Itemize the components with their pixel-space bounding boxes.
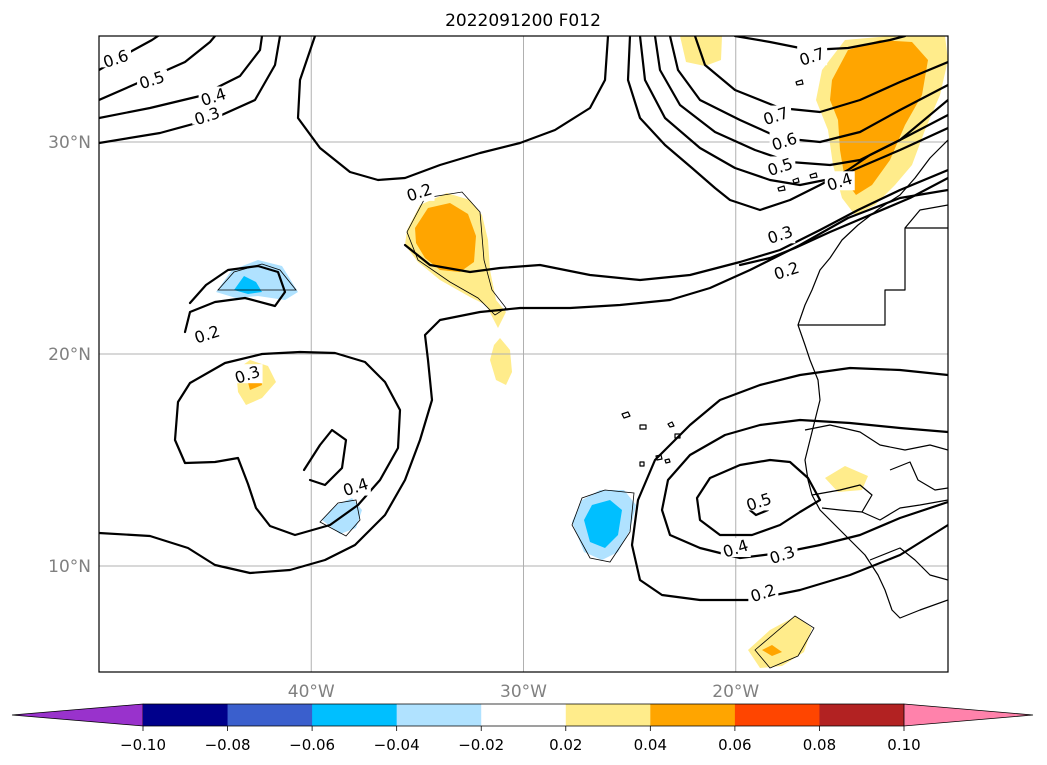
contour-0.6 <box>693 36 948 114</box>
colorbar-band <box>734 704 820 726</box>
contour-label-bg <box>765 224 796 244</box>
contour-0.3 <box>99 36 282 145</box>
longitude-labels: 40°W 30°W 20°W <box>288 682 760 702</box>
contour-label-bg <box>797 46 828 66</box>
contour-label-bg <box>748 582 779 602</box>
colorbar-band <box>565 704 651 726</box>
colorbar-band <box>650 704 736 726</box>
colorbar-band <box>819 704 905 726</box>
colorbar-tick-label: 0.06 <box>718 736 751 754</box>
contour-0.4 <box>695 458 822 537</box>
lon-tick-label: 20°W <box>712 682 759 702</box>
border-line <box>811 484 873 513</box>
contour-0.3 <box>173 350 402 537</box>
lon-tick-label: 30°W <box>500 682 547 702</box>
chart-title: 2022091200 F012 <box>445 11 601 31</box>
contour-label-bg <box>769 131 800 150</box>
contour-0.2 <box>296 36 610 182</box>
border-line <box>889 461 948 491</box>
lon-tick-label: 40°W <box>288 682 335 702</box>
contour-lines <box>99 36 948 602</box>
colorbar-tick-label: 0.02 <box>549 736 582 754</box>
positive-anomaly-core <box>830 40 928 195</box>
contour-0.7 <box>733 36 907 52</box>
contour-label-bg <box>198 86 229 106</box>
border-line <box>798 227 948 326</box>
island-outline <box>777 79 834 192</box>
contour-0.4 <box>653 36 948 167</box>
contour-labels: 0.60.50.40.30.20.70.70.60.50.40.30.20.20… <box>101 44 855 606</box>
plot-area <box>99 36 948 672</box>
contour-label-bg <box>720 538 751 558</box>
negative-anomaly-core <box>584 500 622 548</box>
positive-anomaly-fill <box>748 616 812 668</box>
contour-label-bg <box>137 69 168 89</box>
colorbar-band <box>481 704 567 726</box>
contour-0.5 <box>99 36 217 102</box>
africa-coastline <box>797 139 948 619</box>
contour-label-bg <box>100 48 131 68</box>
contour-0.2 <box>630 366 948 602</box>
colorbar-tick-label: −0.04 <box>374 736 420 754</box>
positive-anomaly-core <box>415 203 476 272</box>
colorbar-extend-low <box>11 703 144 727</box>
lat-tick-label: 10°N <box>48 557 91 577</box>
positive-anomaly-core <box>762 645 782 656</box>
contour-label-bg <box>824 171 855 191</box>
contour-0.2 <box>99 188 948 575</box>
border-line <box>904 204 948 229</box>
anomaly-outlines <box>217 191 815 669</box>
contour-0.4 <box>302 428 348 487</box>
island-outline <box>621 411 681 467</box>
colorbar: −0.10 −0.08 −0.06 −0.04 −0.02 0.02 0.04 0.06 0.0… <box>11 703 1034 754</box>
coastline <box>621 79 948 619</box>
colorbar-band <box>312 704 398 726</box>
colorbar-band <box>143 704 229 726</box>
contour-label-bg <box>192 105 223 125</box>
colorbar-frame <box>143 703 904 727</box>
contour-0.3 <box>638 36 948 187</box>
contour-0.2 <box>403 168 948 282</box>
contour-label-bg <box>404 181 435 201</box>
lat-tick-label: 20°N <box>48 345 91 365</box>
colorbar-tick-label: 0.10 <box>887 736 920 754</box>
colorbar-tick-label: −0.02 <box>458 736 504 754</box>
contour-0.3 <box>738 176 948 267</box>
negative-anomaly-core <box>234 276 262 294</box>
contour-0.3 <box>660 418 948 560</box>
colorbar-band <box>396 704 482 726</box>
contour-label-bg <box>771 260 802 280</box>
colorbar-tick-label: −0.08 <box>205 736 251 754</box>
contour-label-bg <box>767 544 798 564</box>
border-line <box>869 547 948 581</box>
colorbar-tick-label: 0.04 <box>634 736 667 754</box>
positive-anomaly-fill <box>490 338 512 385</box>
contour-label-bg <box>340 476 371 496</box>
lat-tick-label: 30°N <box>48 133 91 153</box>
contour-label-bg <box>744 491 775 511</box>
plot-frame <box>98 35 949 673</box>
contour-label-bg <box>192 323 223 343</box>
colorbar-tick-label: −0.06 <box>289 736 335 754</box>
contour-label-bg <box>765 156 796 176</box>
gridlines <box>99 36 948 672</box>
contour-label-bg <box>232 364 263 384</box>
colorbar-tick-label: 0.08 <box>803 736 836 754</box>
border-line <box>804 424 948 451</box>
contour-0.4 <box>99 36 264 120</box>
contour-0.2 <box>183 264 287 334</box>
colorbar-tick-label: −0.10 <box>120 736 166 754</box>
latitude-labels: 30°N 20°N 10°N <box>48 133 91 577</box>
contour-label-bg <box>761 105 792 125</box>
colorbar-extend-high <box>903 703 1034 727</box>
border-line <box>861 499 948 521</box>
colorbar-band <box>227 704 313 726</box>
